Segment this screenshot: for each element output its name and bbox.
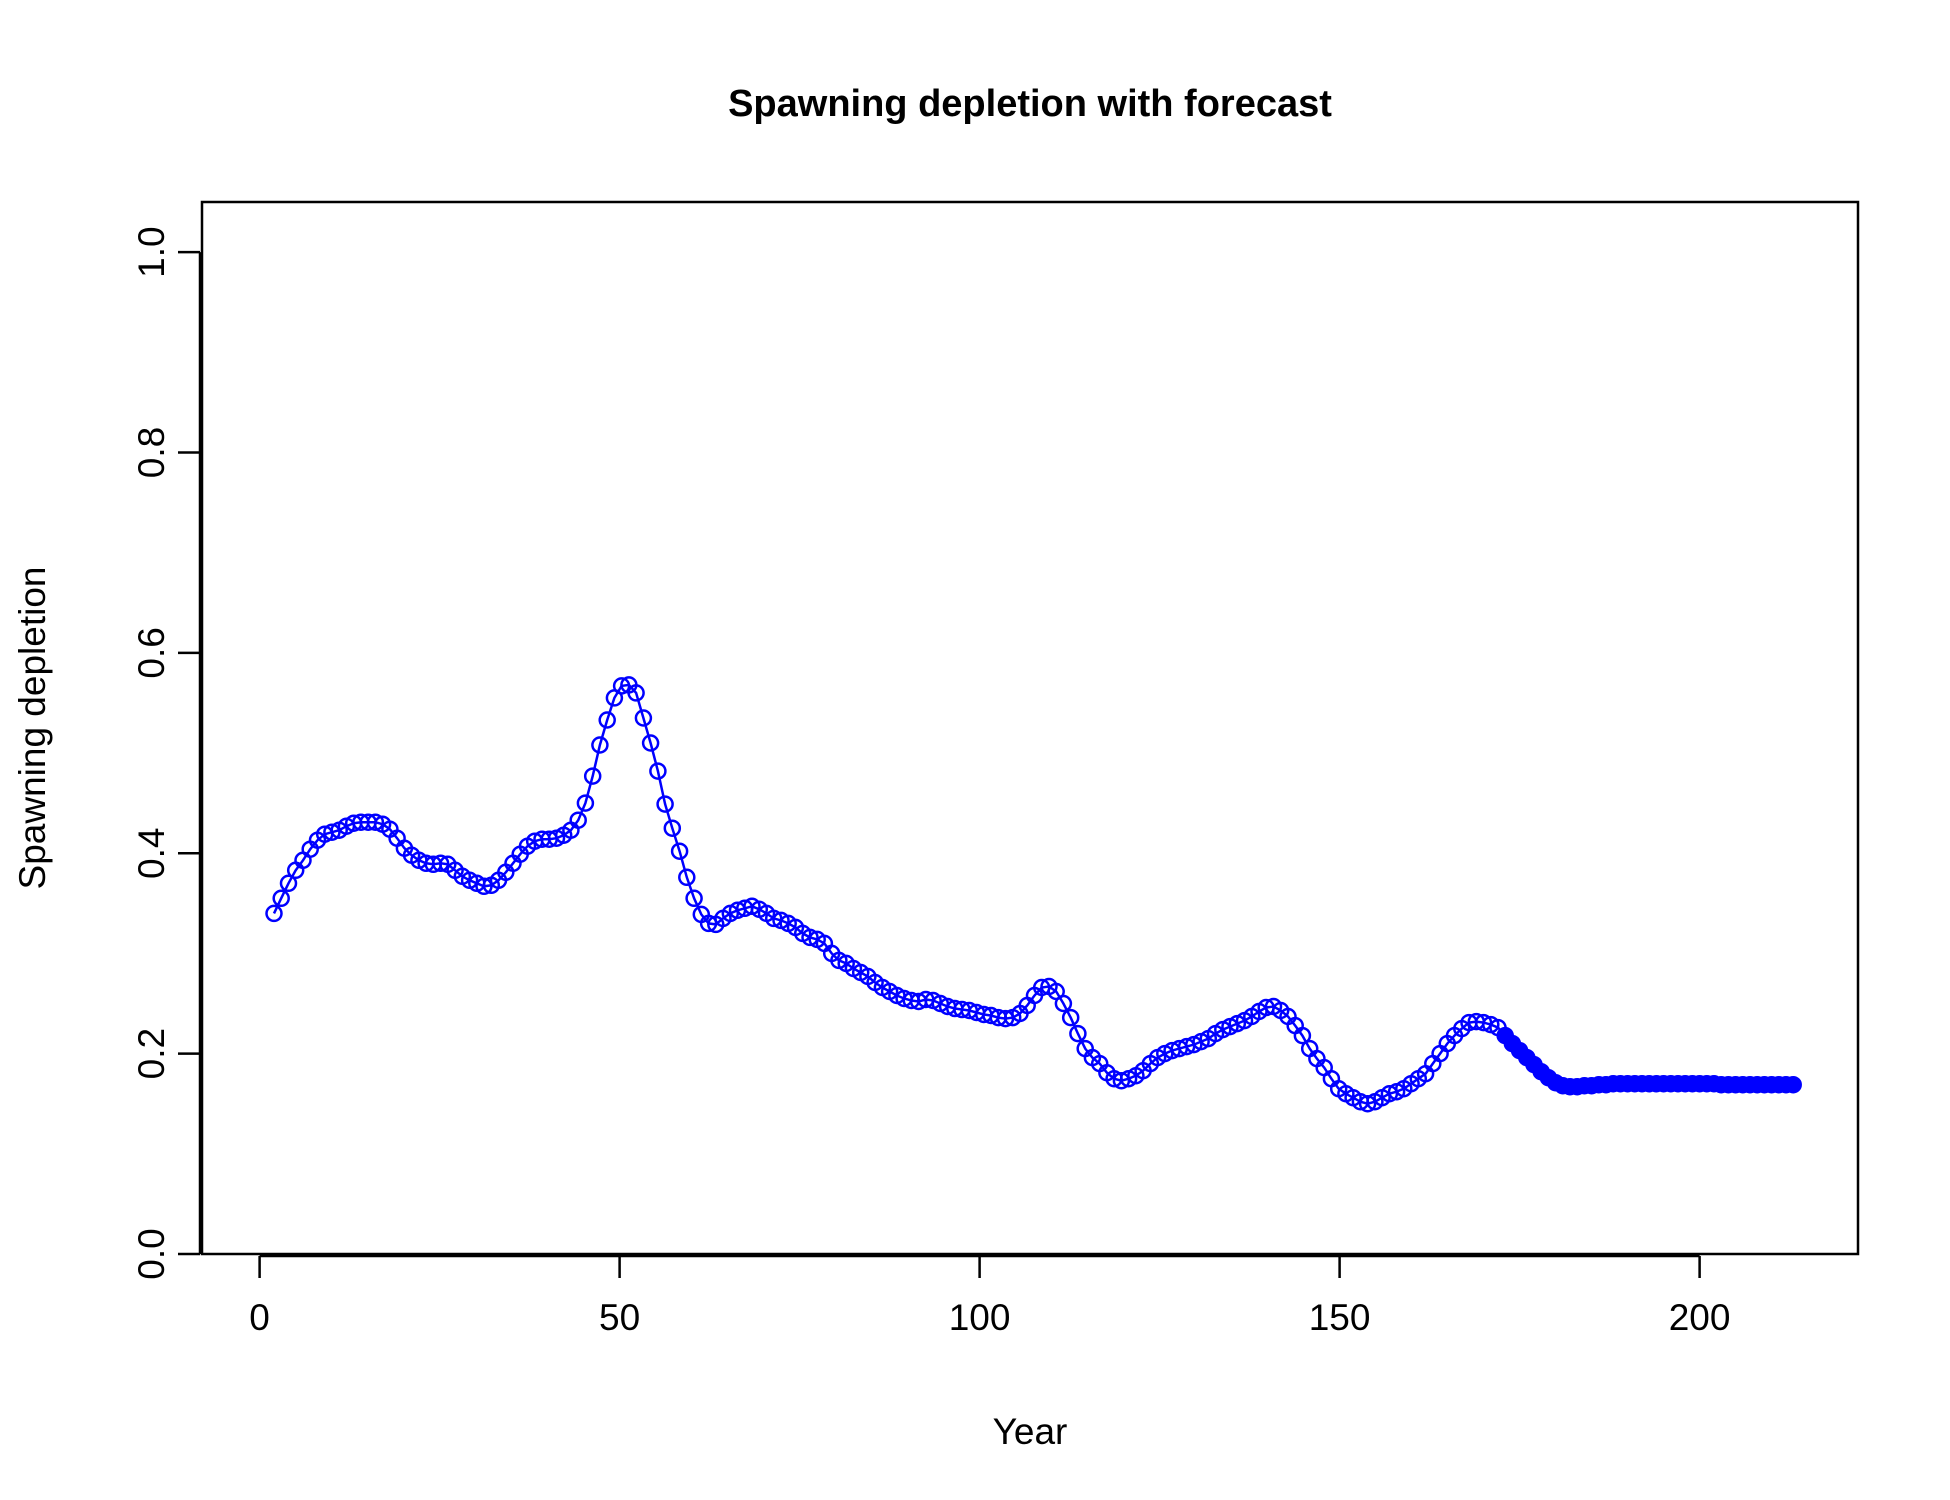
y-tick-label: 0.0 (131, 1228, 172, 1279)
x-tick-label: 150 (1309, 1297, 1371, 1338)
data-point (583, 767, 602, 785)
data-point (641, 734, 660, 752)
data-point (598, 711, 616, 729)
data-point (1293, 1026, 1312, 1045)
data-point (569, 811, 587, 829)
forecast-point (1784, 1075, 1802, 1094)
data-point (1069, 1024, 1087, 1043)
y-tick-label: 0.6 (131, 627, 172, 678)
chart-title: Spawning depletion with forecast (728, 83, 1332, 125)
y-tick-label: 1.0 (131, 226, 172, 277)
data-point (1054, 994, 1073, 1013)
series-line (272, 683, 1794, 1105)
series-layer (265, 676, 1802, 1113)
plot-frame (200, 200, 1860, 1256)
data-point (649, 762, 667, 780)
data-point (627, 684, 645, 702)
data-point (279, 874, 298, 893)
data-point (1358, 1094, 1377, 1113)
data-point (685, 889, 703, 908)
y-tick-label: 0.2 (131, 1028, 172, 1079)
y-axis: 0.0 0.2 0.4 0.6 0.8 1.0 (131, 226, 202, 1280)
data-point (634, 709, 653, 727)
x-tick-label: 50 (599, 1297, 640, 1338)
data-point (431, 854, 450, 873)
y-tick-label: 0.4 (131, 828, 172, 879)
y-axis-label: Spawning depletion (12, 567, 53, 890)
data-point (801, 928, 819, 947)
x-tick-label: 0 (249, 1297, 270, 1338)
data-point (1061, 1008, 1080, 1027)
data-point (670, 842, 689, 860)
x-axis-label: Year (993, 1411, 1068, 1452)
data-point (265, 904, 283, 923)
data-point (576, 794, 595, 812)
data-point (323, 823, 341, 841)
data-point (591, 736, 609, 754)
y-tick-label: 0.8 (131, 427, 172, 478)
x-tick-label: 200 (1669, 1297, 1731, 1338)
data-point (272, 889, 290, 908)
data-point (366, 813, 385, 831)
data-point (475, 877, 493, 896)
x-axis: 0 50 100 150 200 (249, 1254, 1731, 1338)
data-point (612, 677, 631, 695)
x-tick-label: 100 (949, 1297, 1011, 1338)
data-point (678, 868, 696, 887)
data-point (656, 795, 674, 813)
data-point (663, 819, 682, 837)
